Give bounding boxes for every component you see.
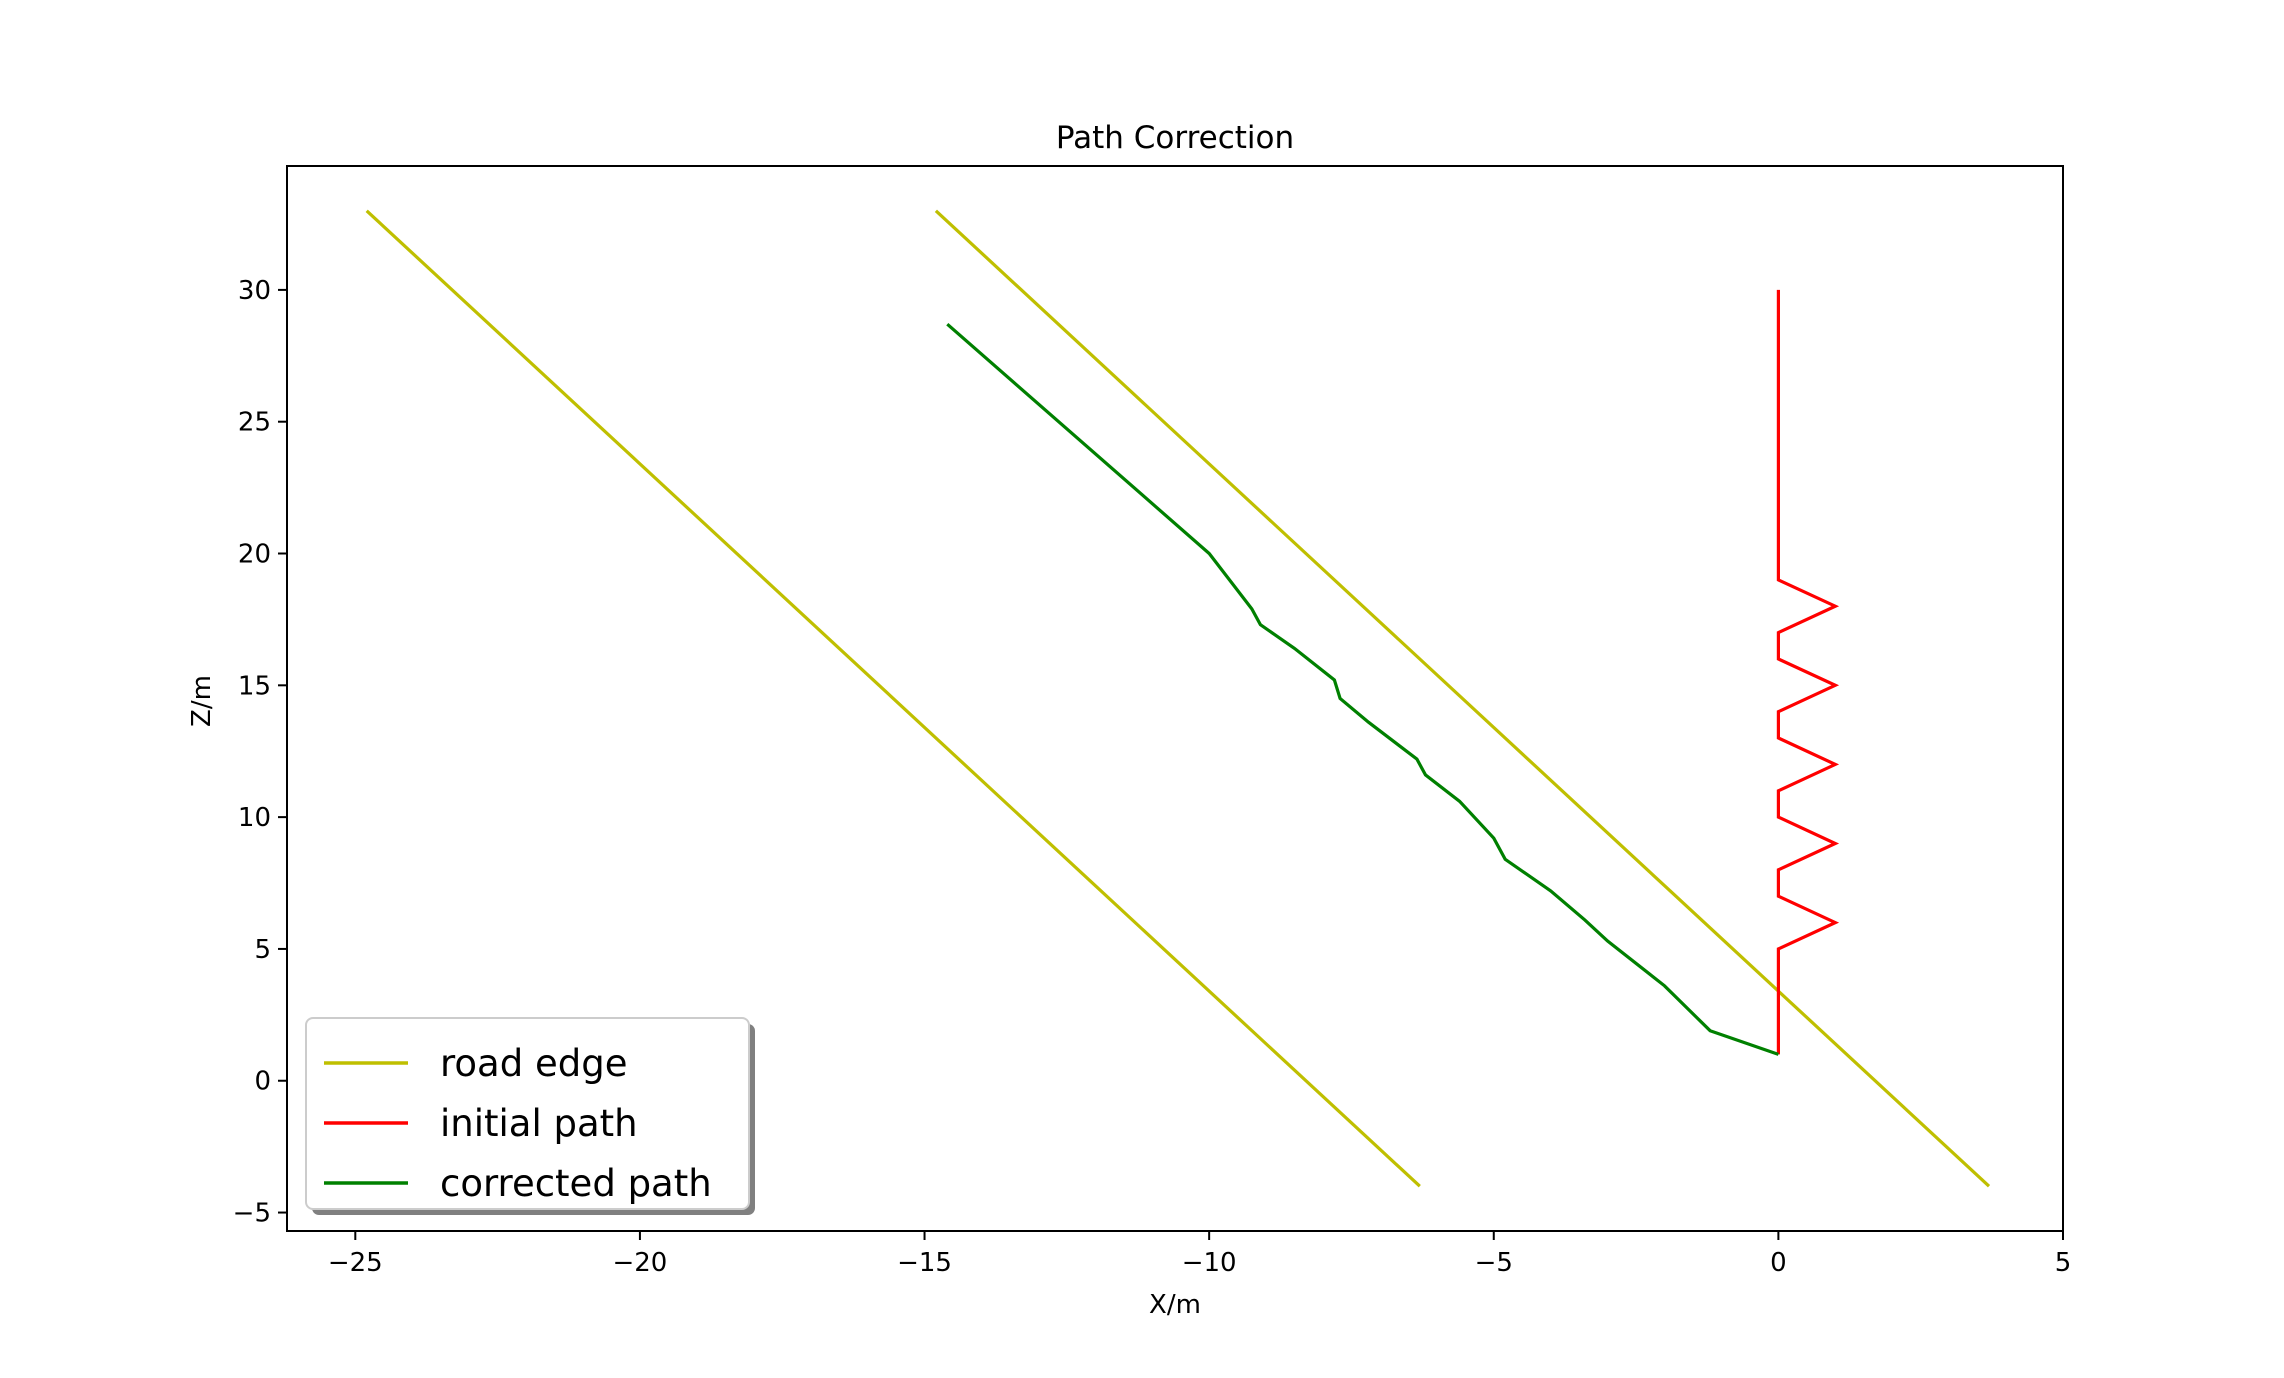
y-tick-label: 25 [238, 408, 271, 438]
y-tick-label: 0 [254, 1067, 271, 1097]
y-tick-label: 20 [238, 540, 271, 570]
y-tick-label: 10 [238, 803, 271, 833]
series-line-corrected-path-3 [946, 322, 1779, 1056]
x-tick-label: −10 [1182, 1248, 1237, 1278]
legend-label: road edge [440, 1042, 627, 1085]
chart-title: Path Correction [1056, 120, 1294, 156]
y-tick-label: 15 [238, 671, 271, 701]
x-tick-label: −15 [897, 1248, 952, 1278]
x-tick-label: 5 [2055, 1248, 2072, 1278]
legend: road edge initial path corrected path [305, 1017, 755, 1215]
series-layer [365, 209, 1991, 1188]
legend-label: initial path [440, 1102, 638, 1145]
y-tick-label: −5 [233, 1199, 271, 1229]
x-axis-label: X/m [1149, 1290, 1201, 1320]
series-line-road-edge-1 [934, 209, 1991, 1188]
series-line-road-edge-0 [365, 209, 1421, 1188]
x-tick-label: −20 [612, 1248, 667, 1278]
series-line-initial-path-2 [1776, 289, 1840, 1055]
y-tick-label: 30 [238, 276, 271, 306]
y-tick-label: 5 [254, 935, 271, 965]
x-tick-label: −25 [328, 1248, 383, 1278]
y-axis-label: Z/m [187, 675, 217, 727]
legend-box [305, 1017, 750, 1210]
x-tick-label: −5 [1475, 1248, 1513, 1278]
plot-area-frame [286, 165, 2064, 1232]
legend-label: corrected path [440, 1162, 712, 1205]
x-tick-label: 0 [1770, 1248, 1787, 1278]
axis-ticks: −25 −20 −15 −10 −5 0 5 −5 0 5 10 15 20 25 30 [233, 276, 2072, 1278]
